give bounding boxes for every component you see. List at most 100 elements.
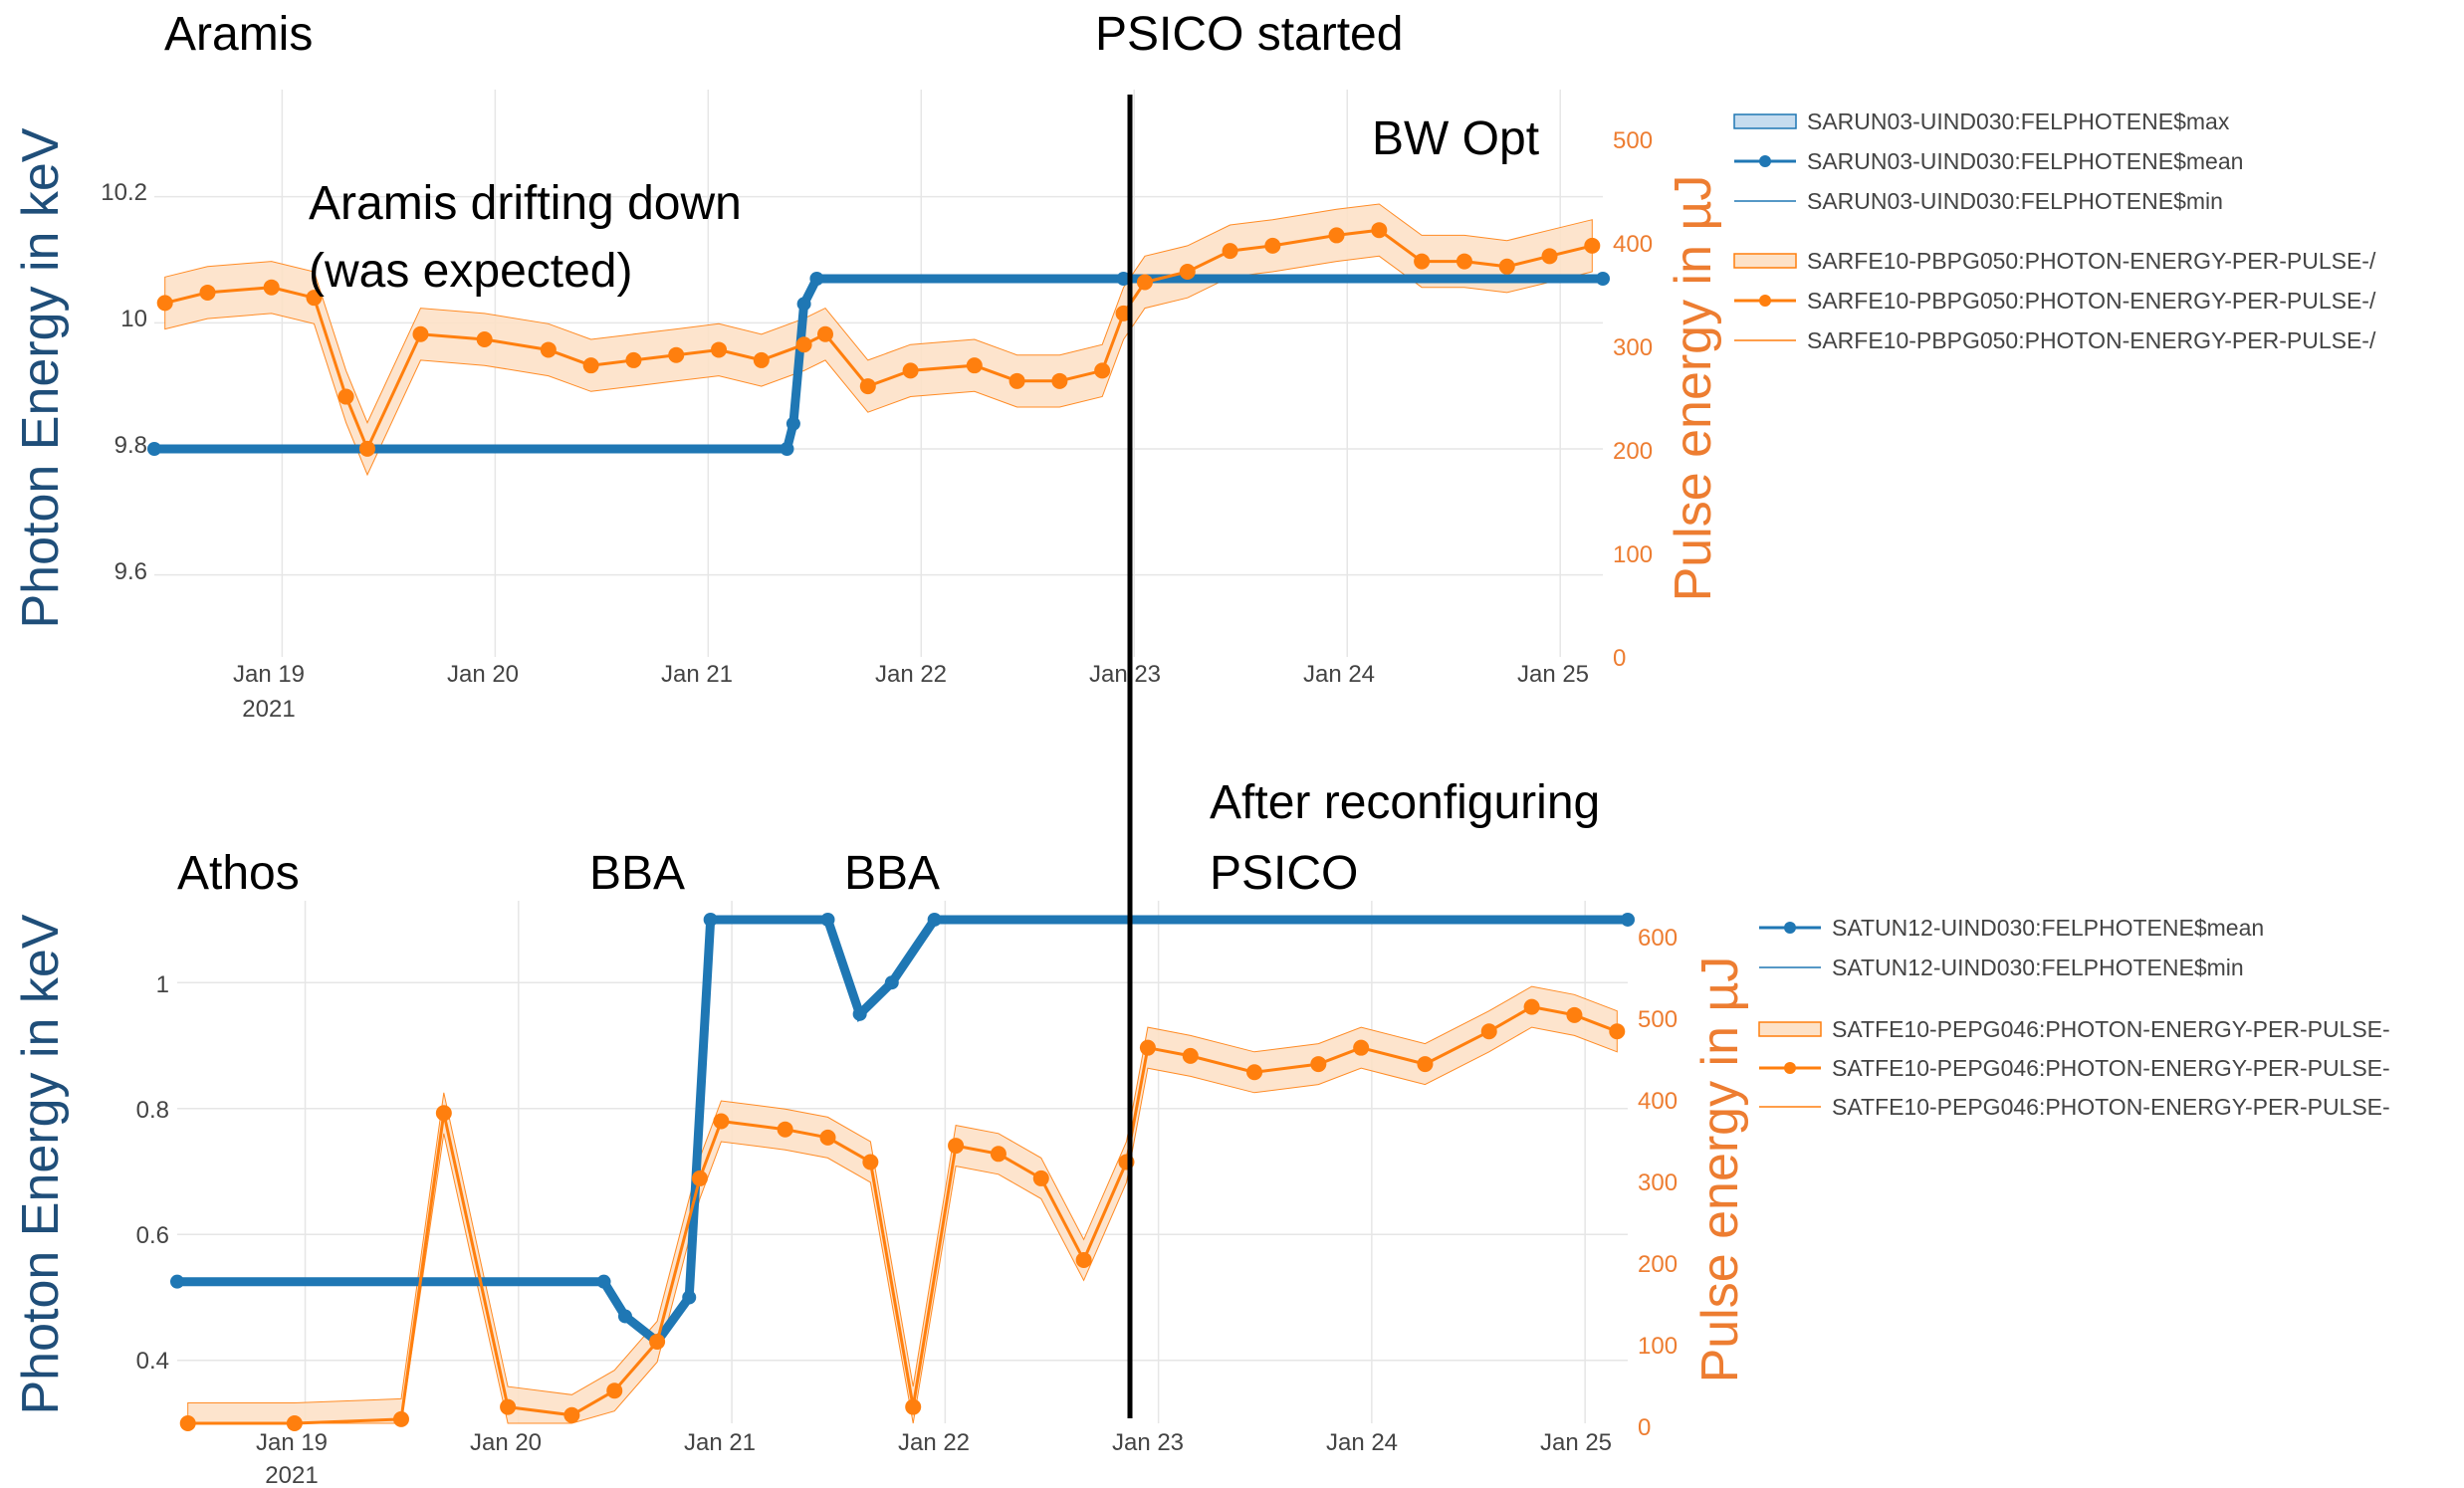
top-pulse-energy-point — [711, 341, 728, 358]
bottom-y2tick: 500 — [1638, 1006, 1678, 1033]
bottom-panel: 1 0.8 0.6 0.4 600 500 400 300 200 100 0 … — [12, 776, 2390, 1488]
bottom-pulse-energy-band — [187, 985, 1618, 1424]
legend-marker — [1784, 922, 1796, 934]
top-pulse-energy-point — [795, 336, 812, 353]
top-photon-energy-point — [1596, 272, 1610, 286]
top-pulse-energy-point — [1541, 248, 1558, 265]
legend-item[interactable]: SARFE10-PBPG050:PHOTON-ENERGY-PER-PULSE-… — [1733, 248, 2376, 274]
bottom-pulse-energy-point — [1139, 1039, 1156, 1056]
top-photon-energy-point — [796, 297, 811, 312]
bottom-photon-energy-point — [884, 975, 899, 990]
top-pulse-energy-point — [582, 357, 599, 374]
bottom-y2tick: 100 — [1638, 1333, 1678, 1360]
bottom-range-bands — [187, 985, 1618, 1424]
bottom-ytick: 1 — [156, 971, 169, 998]
legend-item[interactable]: SATFE10-PEPG046:PHOTON-ENERGY-PER-PULSE- — [1758, 1016, 2390, 1042]
top-pulse-energy-point — [156, 295, 173, 312]
top-pulse-energy-point — [902, 362, 919, 379]
bottom-xtick: Jan 21 — [684, 1429, 756, 1456]
top-pulse-energy-point — [753, 351, 770, 368]
bba-label-2: BBA — [844, 847, 940, 900]
bottom-pulse-energy-point — [649, 1333, 666, 1350]
legend-label: SATFE10-PEPG046:PHOTON-ENERGY-PER-PULSE- — [1832, 1016, 2390, 1042]
legend-item[interactable]: SARUN03-UIND030:FELPHOTENE$mean — [1734, 148, 2243, 174]
legend-label: SATUN12-UIND030:FELPHOTENE$mean — [1832, 915, 2264, 941]
bottom-pulse-energy-point — [435, 1105, 452, 1122]
bottom-pulse-energy-point — [1075, 1251, 1092, 1268]
top-xtick: Jan 21 — [661, 661, 733, 688]
bottom-pulse-energy-point — [862, 1154, 879, 1170]
bottom-y2tick: 0 — [1638, 1414, 1651, 1441]
legend-item[interactable]: SARFE10-PBPG050:PHOTON-ENERGY-PER-PULSE-… — [1734, 288, 2376, 314]
bottom-pulse-energy-point — [1566, 1006, 1583, 1023]
legend-item[interactable]: SATFE10-PEPG046:PHOTON-ENERGY-PER-PULSE- — [1759, 1094, 2390, 1120]
legend-item[interactable]: SATUN12-UIND030:FELPHOTENE$mean — [1759, 915, 2264, 941]
top-pulse-energy-point — [306, 290, 323, 307]
drift-annotation-line1: Aramis drifting down — [309, 177, 742, 230]
legend-label: SARUN03-UIND030:FELPHOTENE$min — [1807, 188, 2223, 214]
top-y2tick: 0 — [1613, 645, 1626, 672]
bottom-pulse-energy-point — [1182, 1047, 1199, 1064]
legend-item[interactable]: SATUN12-UIND030:FELPHOTENE$min — [1759, 955, 2244, 980]
bottom-photon-energy-point — [682, 1290, 697, 1305]
top-ytick: 9.6 — [114, 558, 147, 585]
top-photon-energy-point — [785, 416, 800, 431]
top-gridlines — [154, 90, 1603, 657]
bottom-photon-energy-point — [596, 1274, 611, 1289]
top-pulse-energy-point — [476, 331, 493, 348]
bottom-ytick: 0.8 — [136, 1097, 169, 1124]
bottom-xtick: Jan 25 — [1540, 1429, 1612, 1456]
top-photon-energy-series — [147, 272, 1610, 456]
bottom-pulse-energy-point — [286, 1415, 303, 1431]
top-pulse-energy-point — [1179, 264, 1196, 281]
top-pulse-energy-point — [1371, 222, 1388, 239]
bottom-pulse-energy-point — [1032, 1169, 1049, 1186]
top-xtick: Jan 23 — [1089, 661, 1161, 688]
bottom-pulse-energy-point — [1246, 1064, 1263, 1081]
bottom-photon-energy-point — [170, 1274, 184, 1289]
bottom-pulse-energy-point — [563, 1406, 580, 1423]
top-y-axis-title: Photon Energy in keV — [12, 127, 70, 628]
top-pulse-energy-point — [412, 325, 429, 342]
bottom-pulse-energy-series — [179, 998, 1626, 1431]
bottom-y2tick: 300 — [1638, 1169, 1678, 1196]
bottom-photon-energy-point — [1621, 912, 1635, 927]
legend-label: SARFE10-PBPG050:PHOTON-ENERGY-PER-PULSE-… — [1807, 248, 2376, 274]
legend-label: SARFE10-PBPG050:PHOTON-ENERGY-PER-PULSE-… — [1807, 327, 2376, 353]
top-xtick: Jan 22 — [875, 661, 947, 688]
bottom-pulse-energy-point — [819, 1129, 836, 1146]
bottom-pulse-energy-point — [500, 1398, 517, 1415]
top-pulse-energy-point — [1456, 253, 1472, 270]
bottom-ytick: 0.6 — [136, 1222, 169, 1249]
bottom-xtick: Jan 20 — [470, 1429, 542, 1456]
bottom-pulse-energy-point — [179, 1415, 196, 1431]
legend-swatch — [1758, 1021, 1822, 1037]
top-pulse-energy-band — [164, 203, 1593, 477]
legend-item[interactable]: SATFE10-PEPG046:PHOTON-ENERGY-PER-PULSE- — [1759, 1055, 2390, 1081]
bottom-pulse-energy-point — [606, 1382, 623, 1399]
top-xtick: Jan 25 — [1517, 661, 1589, 688]
legend-label: SARUN03-UIND030:FELPHOTENE$max — [1807, 108, 2230, 134]
aramis-label: Aramis — [164, 8, 313, 61]
bottom-y2tick: 400 — [1638, 1088, 1678, 1115]
bottom-y-axis-title: Photon Energy in keV — [12, 914, 70, 1414]
drift-annotation-line2: (was expected) — [309, 245, 632, 298]
top-pulse-energy-point — [1051, 372, 1068, 389]
top-y2-axis-title: Pulse energy in µJ — [1665, 175, 1722, 602]
bottom-legend: SATUN12-UIND030:FELPHOTENE$mean SATUN12-… — [1758, 915, 2390, 1120]
top-pulse-energy-point — [199, 284, 216, 301]
legend-item[interactable]: SARUN03-UIND030:FELPHOTENE$max — [1733, 108, 2230, 134]
bottom-photon-energy-point — [703, 912, 718, 927]
legend-marker — [1759, 155, 1771, 167]
bottom-pulse-energy-point — [1353, 1039, 1370, 1056]
top-xtick: Jan 19 — [233, 661, 305, 688]
top-photon-energy-point — [809, 272, 824, 286]
top-pulse-energy-point — [625, 351, 642, 368]
legend-item[interactable]: SARFE10-PBPG050:PHOTON-ENERGY-PER-PULSE-… — [1734, 327, 2376, 353]
legend-label: SATFE10-PEPG046:PHOTON-ENERGY-PER-PULSE- — [1832, 1094, 2390, 1120]
legend-label: SATFE10-PEPG046:PHOTON-ENERGY-PER-PULSE- — [1832, 1055, 2390, 1081]
legend-item[interactable]: SARUN03-UIND030:FELPHOTENE$min — [1734, 188, 2223, 214]
top-y2tick: 100 — [1613, 541, 1653, 568]
top-y2tick: 400 — [1613, 231, 1653, 258]
